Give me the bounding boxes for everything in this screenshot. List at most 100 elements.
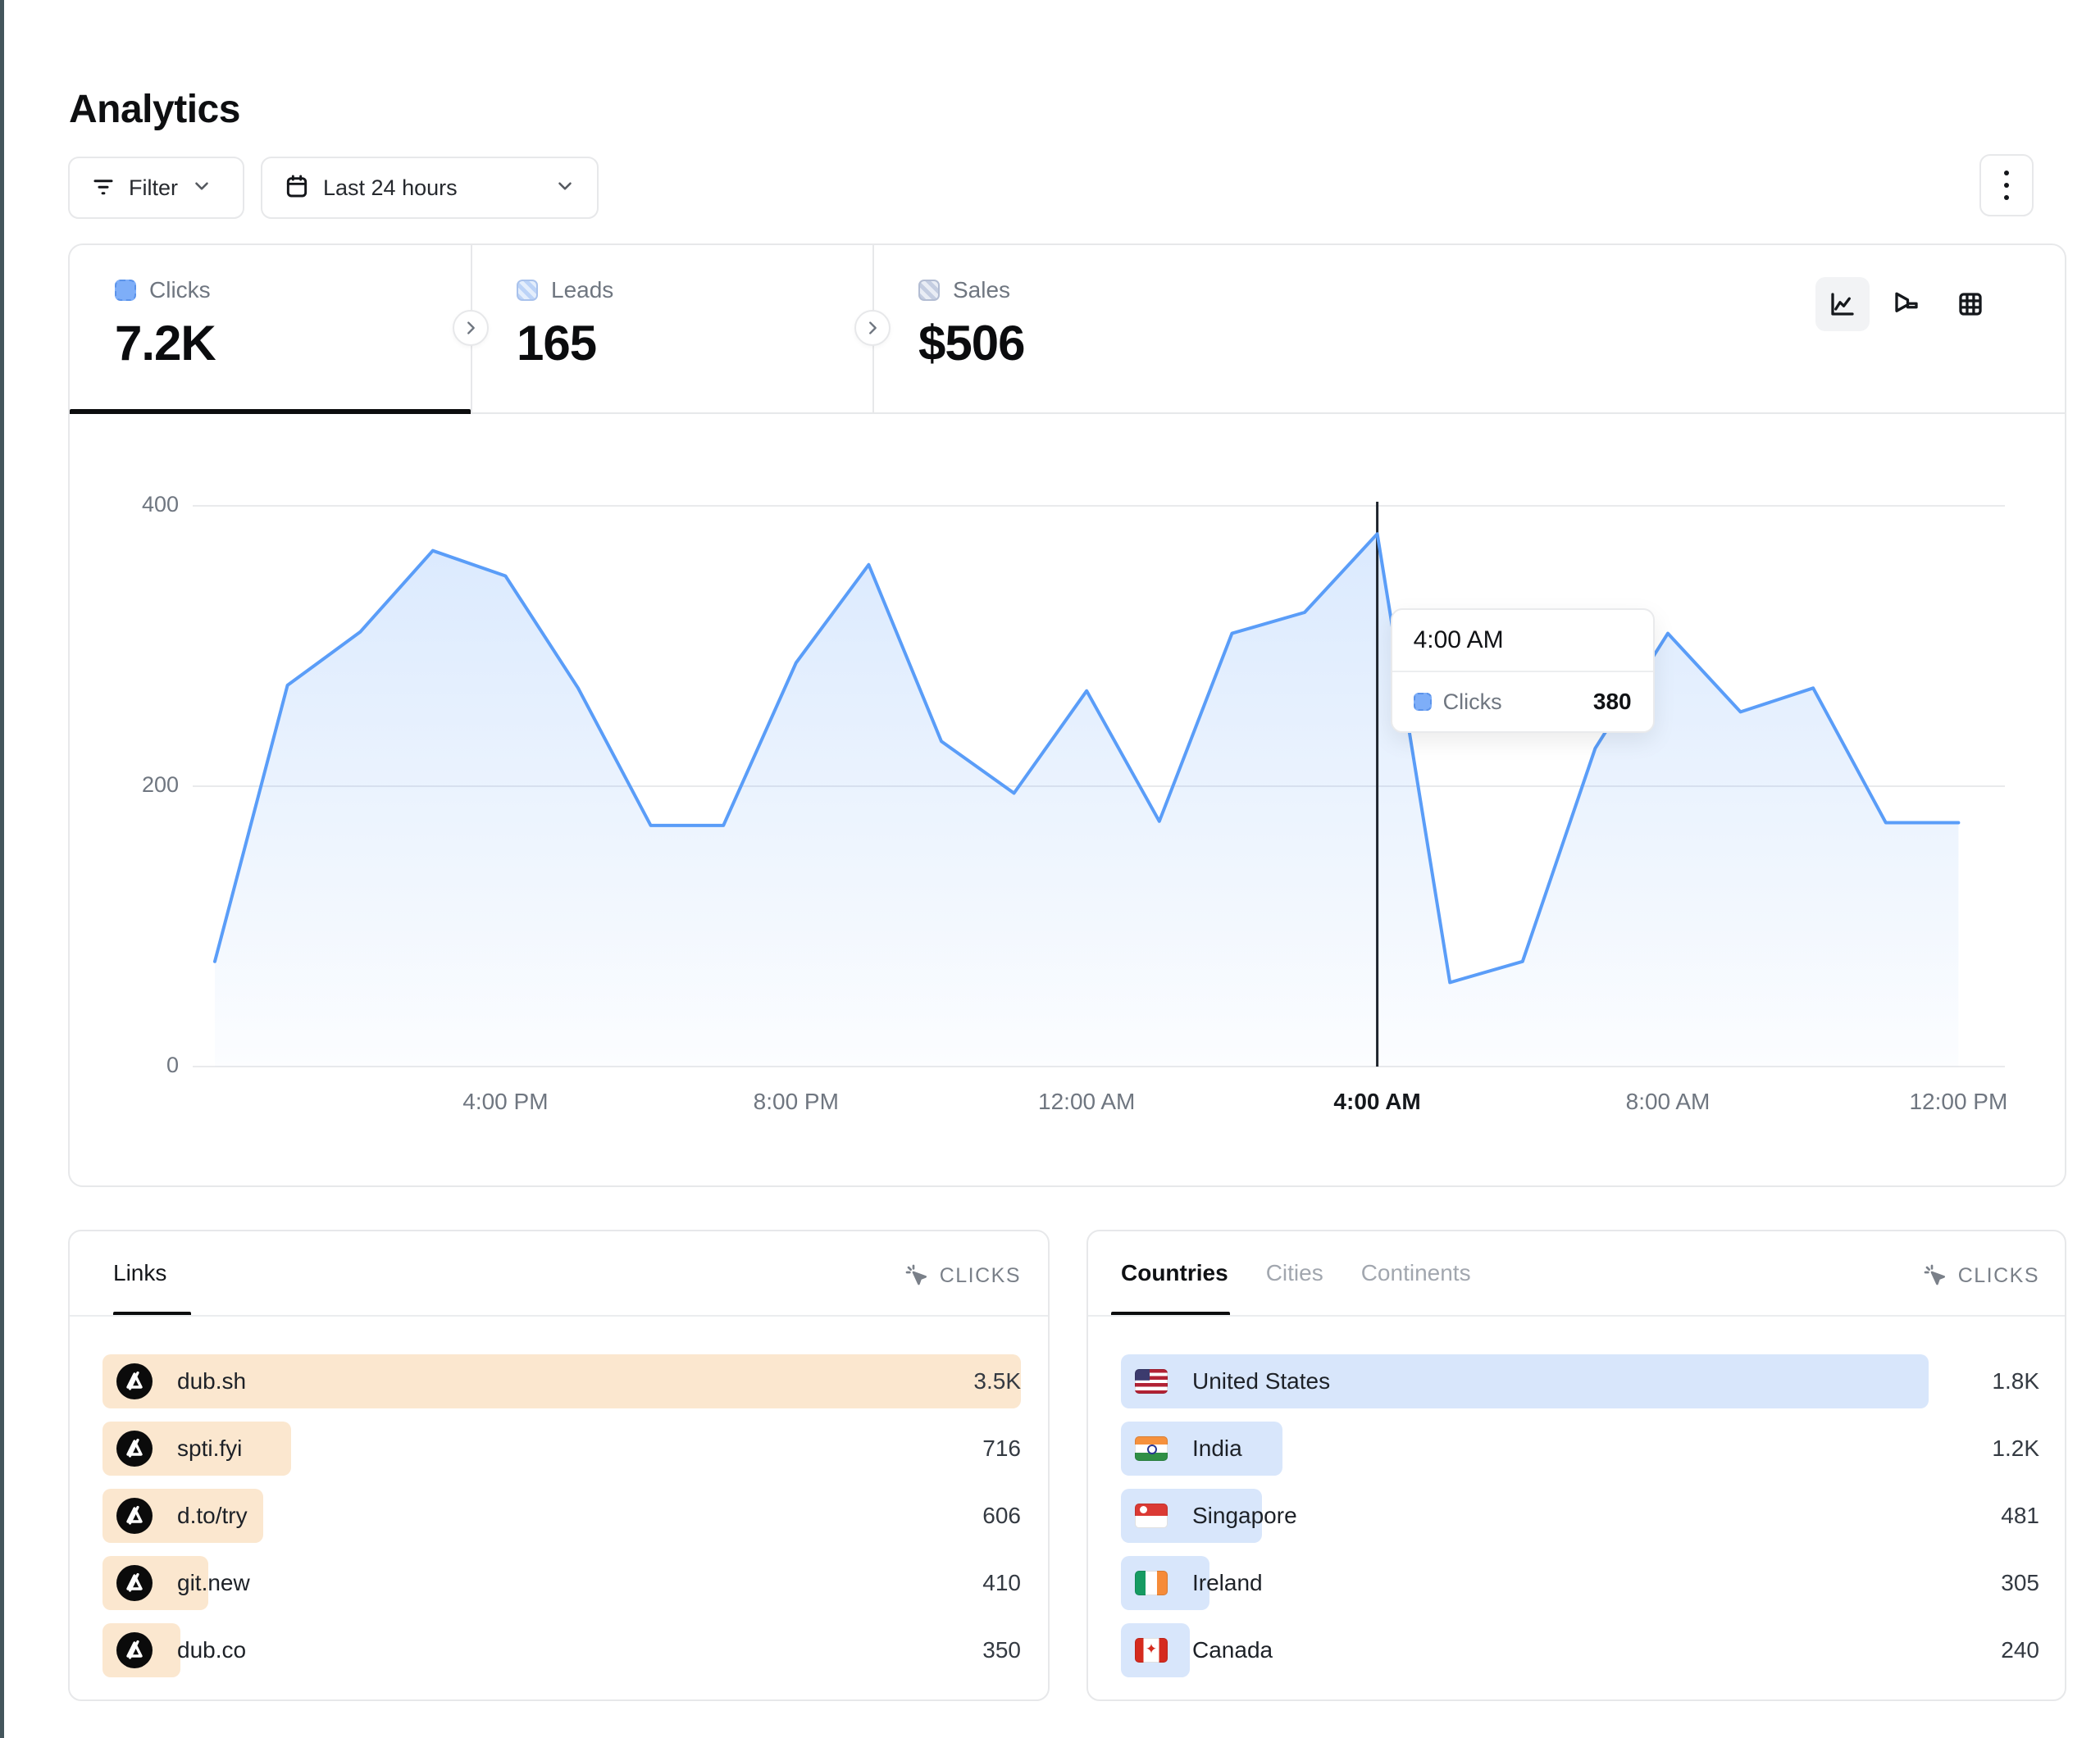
more-options-button[interactable] [1979,154,2034,216]
list-item[interactable]: United States 1.8K [1121,1354,2039,1408]
list-item-value: 350 [982,1637,1021,1663]
expand-sales-button[interactable] [854,310,891,346]
kebab-menu-icon [2004,171,2009,200]
list-item-label: d.to/try [177,1503,248,1528]
clicks-legend-square-icon [115,280,136,301]
funnel-view-button[interactable] [1879,277,1934,331]
list-item-value: 240 [2001,1637,2039,1663]
countries-header-divider [1088,1315,2065,1317]
filter-icon [91,174,116,202]
active-stat-tab-underline [70,409,471,414]
stat-tab-sales[interactable]: Sales $506 [918,277,1025,371]
y-tick-label: 400 [141,492,179,516]
tab-links[interactable]: Links [113,1260,167,1285]
list-item[interactable]: Canada 240 [1121,1623,2039,1677]
chart-tooltip: 4:00 AM Clicks 380 [1390,608,1655,733]
tooltip-series-label: Clicks [1442,689,1502,714]
metric-label: CLICKS [939,1263,1021,1287]
stat-tabs-bottom-border [70,412,2065,414]
table-view-button[interactable] [1943,277,1998,331]
list-item[interactable]: dub.co 350 [102,1623,1021,1677]
tooltip-value: 380 [1592,689,1632,714]
stat-value: 165 [517,316,597,371]
sales-legend-square-icon [918,280,940,301]
list-item-value: 606 [982,1503,1021,1528]
list-item[interactable]: spti.fyi 716 [102,1422,1021,1476]
chevron-down-icon [191,175,212,201]
dub-logo-icon [116,1565,153,1601]
dub-logo-icon [116,1431,153,1467]
list-item[interactable]: dub.sh 3.5K [102,1354,1021,1408]
chevron-right-icon [869,321,877,334]
us-flag-icon [1135,1369,1168,1394]
list-item[interactable]: Ireland 305 [1121,1556,2039,1610]
cursor-click-icon [1924,1264,1945,1285]
list-item-value: 481 [2001,1503,2039,1528]
stat-tab-leads[interactable]: Leads 165 [517,277,613,371]
ie-flag-icon [1135,1571,1168,1595]
x-tick-label: 12:00 AM [1038,1089,1136,1114]
list-item-label: git.new [177,1570,250,1595]
tab-continents[interactable]: Continents [1360,1260,1471,1285]
countries-metric-badge[interactable]: CLICKS [1843,1263,2039,1289]
list-item-label: United States [1192,1368,1331,1394]
x-tick-label: 8:00 PM [753,1089,839,1114]
list-item[interactable]: India 1.2K [1121,1422,2039,1476]
list-item-value: 410 [982,1570,1021,1595]
page-title: Analytics [69,88,240,131]
chevron-down-icon [554,175,576,201]
x-tick-label: 4:00 AM [1333,1089,1421,1114]
date-range-button[interactable]: Last 24 hours [261,157,599,219]
stat-label: Leads [551,277,614,303]
stat-tab-clicks[interactable]: Clicks 7.2K [115,277,216,371]
metric-label: CLICKS [1957,1263,2039,1287]
line-chart-view-button[interactable] [1815,277,1870,331]
sg-flag-icon [1135,1504,1168,1528]
tooltip-time: 4:00 AM [1413,626,1504,653]
list-item-value: 305 [2001,1570,2039,1595]
expand-leads-button[interactable] [453,310,489,346]
funnel-chart-icon [1895,292,1918,312]
clicks-legend-square-icon [1413,693,1432,711]
stat-value: 7.2K [115,316,216,371]
line-chart-icon [1831,293,1854,316]
filter-button[interactable]: Filter [68,157,244,219]
geo-tabs: Countries Cities Continents [1121,1260,1471,1286]
list-item-value: 716 [982,1435,1021,1461]
list-item[interactable]: d.to/try 606 [102,1489,1021,1543]
window-edge-strip [0,0,4,1738]
leads-legend-square-icon [517,280,538,301]
filter-button-label: Filter [129,175,178,200]
list-item-label: dub.co [177,1637,247,1663]
cursor-click-icon [905,1264,927,1285]
countries-tab-underline [1111,1312,1230,1317]
links-header-divider [70,1315,1048,1317]
date-range-label: Last 24 hours [323,175,458,200]
tab-cities[interactable]: Cities [1265,1260,1323,1285]
dub-logo-icon [116,1632,153,1668]
list-item-value: 1.8K [1992,1368,2039,1394]
list-item-label: Ireland [1192,1570,1263,1595]
list-item[interactable]: git.new 410 [102,1556,1021,1610]
calendar-icon [284,173,310,203]
dub-logo-icon [116,1363,153,1399]
list-item-label: spti.fyi [177,1435,243,1461]
links-metric-badge[interactable]: CLICKS [824,1263,1021,1289]
list-item-value: 1.2K [1992,1435,2039,1461]
list-item-label: India [1192,1435,1242,1461]
list-item-value: 3.5K [973,1368,1021,1394]
stat-label: Sales [953,277,1011,303]
x-tick-label: 12:00 PM [1909,1089,2008,1114]
dub-logo-icon [116,1498,153,1534]
value-bar [102,1354,1021,1408]
value-bar [1121,1354,1929,1408]
stat-label: Clicks [149,277,211,303]
chevron-right-icon [467,321,475,334]
x-tick-label: 4:00 PM [462,1089,549,1114]
tab-countries[interactable]: Countries [1121,1260,1228,1285]
analytics-chart-card [68,243,2066,1187]
x-tick-label: 8:00 AM [1625,1089,1711,1114]
list-item-label: dub.sh [177,1368,247,1394]
list-item[interactable]: Singapore 481 [1121,1489,2039,1543]
